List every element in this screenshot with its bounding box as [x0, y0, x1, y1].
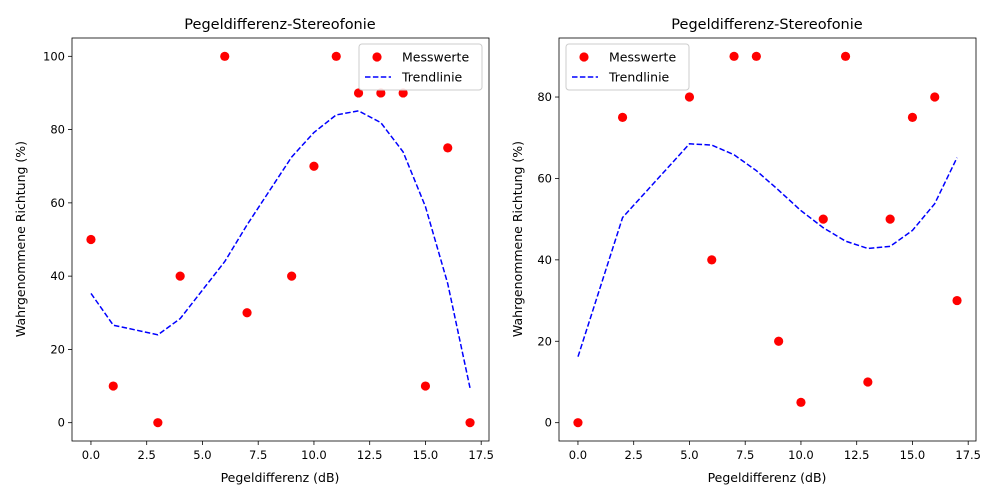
x-tick-label: 0.0	[569, 448, 587, 462]
data-point	[175, 271, 185, 281]
data-point	[774, 336, 784, 346]
y-tick-label: 20	[537, 334, 552, 348]
y-tick-label: 100	[43, 49, 65, 63]
data-point	[885, 214, 895, 224]
legend-entry-label: Messwerte	[609, 50, 676, 65]
data-point	[863, 377, 873, 387]
y-tick-label: 20	[50, 342, 65, 356]
y-tick-label: 80	[537, 90, 552, 104]
data-point	[751, 51, 761, 61]
y-tick-label: 0	[58, 416, 65, 430]
y-tick-label: 80	[50, 123, 65, 137]
data-point	[796, 397, 806, 407]
data-point	[617, 112, 628, 122]
data-point	[818, 214, 828, 224]
data-point	[242, 308, 252, 318]
x-tick-label: 2.5	[625, 448, 643, 462]
x-tick-label: 10.0	[788, 448, 814, 462]
chart-title: Pegeldifferenz-Stereofonie	[671, 17, 862, 33]
legend-entry-label: Trendlinie	[608, 70, 670, 85]
legend-marker-messwerte	[579, 52, 589, 62]
data-point	[729, 51, 739, 61]
legend: Messwerte Trendlinie	[358, 43, 483, 91]
series-trendlinie-line	[90, 110, 471, 389]
data-point	[684, 92, 695, 102]
chart-title: Pegeldifferenz-Stereofonie	[184, 17, 375, 33]
y-tick-label: 0	[545, 416, 552, 430]
y-axis-label: Wahrgenommene Richtung (%)	[13, 141, 28, 337]
data-point	[108, 381, 118, 391]
data-point	[331, 51, 341, 61]
y-tick-label: 40	[50, 269, 65, 283]
data-point	[86, 234, 96, 245]
x-tick-label: 15.0	[413, 448, 439, 462]
data-point	[707, 255, 717, 265]
x-tick-label: 17.5	[468, 448, 494, 462]
legend-box	[565, 43, 690, 91]
x-tick-label: 12.5	[357, 448, 383, 462]
legend-box	[358, 43, 483, 91]
plot-frame	[71, 37, 490, 442]
data-point	[353, 88, 364, 98]
x-tick-label: 12.5	[844, 448, 870, 462]
y-tick-label: 60	[537, 171, 552, 185]
x-tick-label: 2.5	[138, 448, 156, 462]
series-trendlinie-line	[577, 143, 958, 357]
chart-panel-right: Pegeldifferenz-Stereofonie Pegeldifferen…	[510, 17, 981, 485]
y-axis-label: Wahrgenommene Richtung (%)	[510, 141, 525, 337]
data-point	[573, 418, 583, 428]
y-tick-label: 40	[537, 253, 552, 267]
data-point	[220, 51, 230, 61]
data-point	[465, 418, 475, 428]
x-tick-label: 5.0	[680, 448, 698, 462]
x-tick-label: 7.5	[736, 448, 754, 462]
x-tick-label: 7.5	[249, 448, 267, 462]
x-tick-label: 17.5	[955, 448, 981, 462]
data-point	[153, 418, 163, 428]
plot-frame	[558, 37, 977, 442]
data-point	[952, 295, 962, 306]
x-tick-label: 5.0	[193, 448, 211, 462]
legend: Messwerte Trendlinie	[565, 43, 690, 91]
chart-panel-left: Pegeldifferenz-Stereofonie Pegeldifferen…	[13, 17, 494, 485]
data-point	[907, 112, 918, 122]
data-point	[930, 92, 940, 102]
x-axis-label: Pegeldifferenz (dB)	[708, 470, 827, 485]
data-point	[309, 161, 319, 171]
data-point	[420, 381, 431, 391]
x-tick-label: 10.0	[301, 448, 327, 462]
legend-entry-label: Trendlinie	[401, 70, 463, 85]
y-tick-label: 60	[50, 196, 65, 210]
x-tick-label: 0.0	[82, 448, 100, 462]
x-tick-label: 15.0	[900, 448, 926, 462]
x-axis-label: Pegeldifferenz (dB)	[221, 470, 340, 485]
data-point	[376, 88, 386, 98]
data-point	[287, 271, 297, 281]
data-point	[840, 51, 851, 61]
data-point	[443, 143, 453, 153]
legend-marker-messwerte	[372, 52, 382, 62]
data-point	[398, 88, 408, 98]
legend-entry-label: Messwerte	[402, 50, 469, 65]
